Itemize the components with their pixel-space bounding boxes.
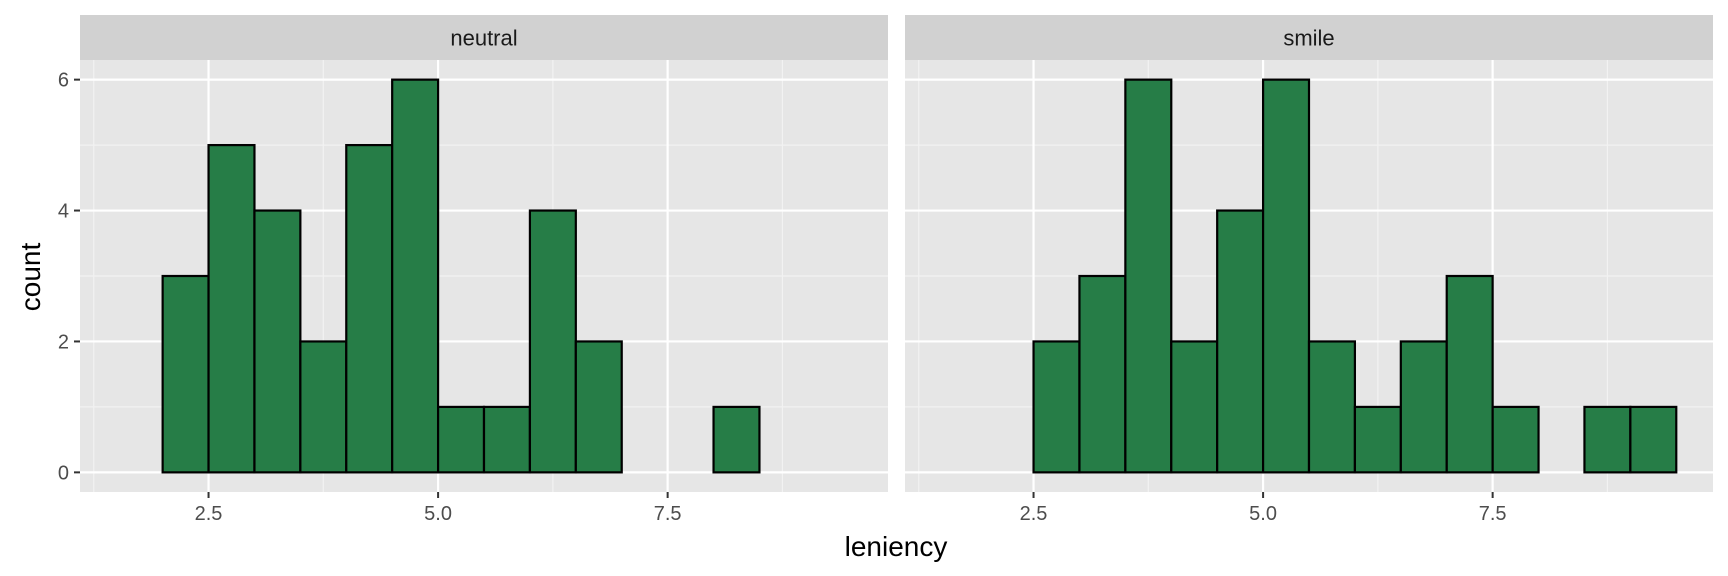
histogram-bar [436,405,486,474]
y-tick-label: 4 [58,201,69,223]
histogram-bar [1353,405,1402,474]
x-axis-title: leniency [845,531,948,562]
histogram-bar [482,405,532,474]
histogram-bar [1261,78,1311,474]
histogram-bar [1078,274,1127,474]
histogram-bar [1399,340,1448,474]
histogram-bar [1629,405,1678,474]
histogram-bar [253,209,302,474]
facet-label: smile [1283,26,1334,51]
x-tick-label: 7.5 [654,503,682,525]
y-tick-label: 2 [58,331,69,353]
histogram-bar [1583,405,1632,474]
histogram-bar [161,274,210,474]
y-tick-label: 0 [58,462,69,484]
histogram-bar [207,143,256,474]
x-tick-label: 2.5 [195,503,223,525]
x-tick-label: 2.5 [1020,503,1048,525]
histogram-bar [1445,274,1494,474]
facet-strip [905,15,1713,60]
facet-strip [80,15,888,60]
x-tick-label: 7.5 [1479,503,1507,525]
histogram-bar [712,405,761,474]
histogram-bar [1491,405,1540,474]
histogram-bar [1032,340,1081,474]
histogram-bar [528,209,577,474]
histogram-bar [299,340,348,474]
x-tick-label: 5.0 [424,503,452,525]
histogram-bar [1170,340,1219,474]
histogram-bar [391,78,440,474]
facet-label: neutral [450,26,517,51]
x-tick-label: 5.0 [1249,503,1277,525]
histogram-bar [1124,78,1173,474]
y-axis-title: count [15,243,46,312]
histogram-bar [345,143,394,474]
y-tick-label: 6 [58,70,69,92]
histogram-bar [1307,340,1357,474]
histogram-bar [574,340,623,474]
histogram-bar [1216,209,1265,474]
